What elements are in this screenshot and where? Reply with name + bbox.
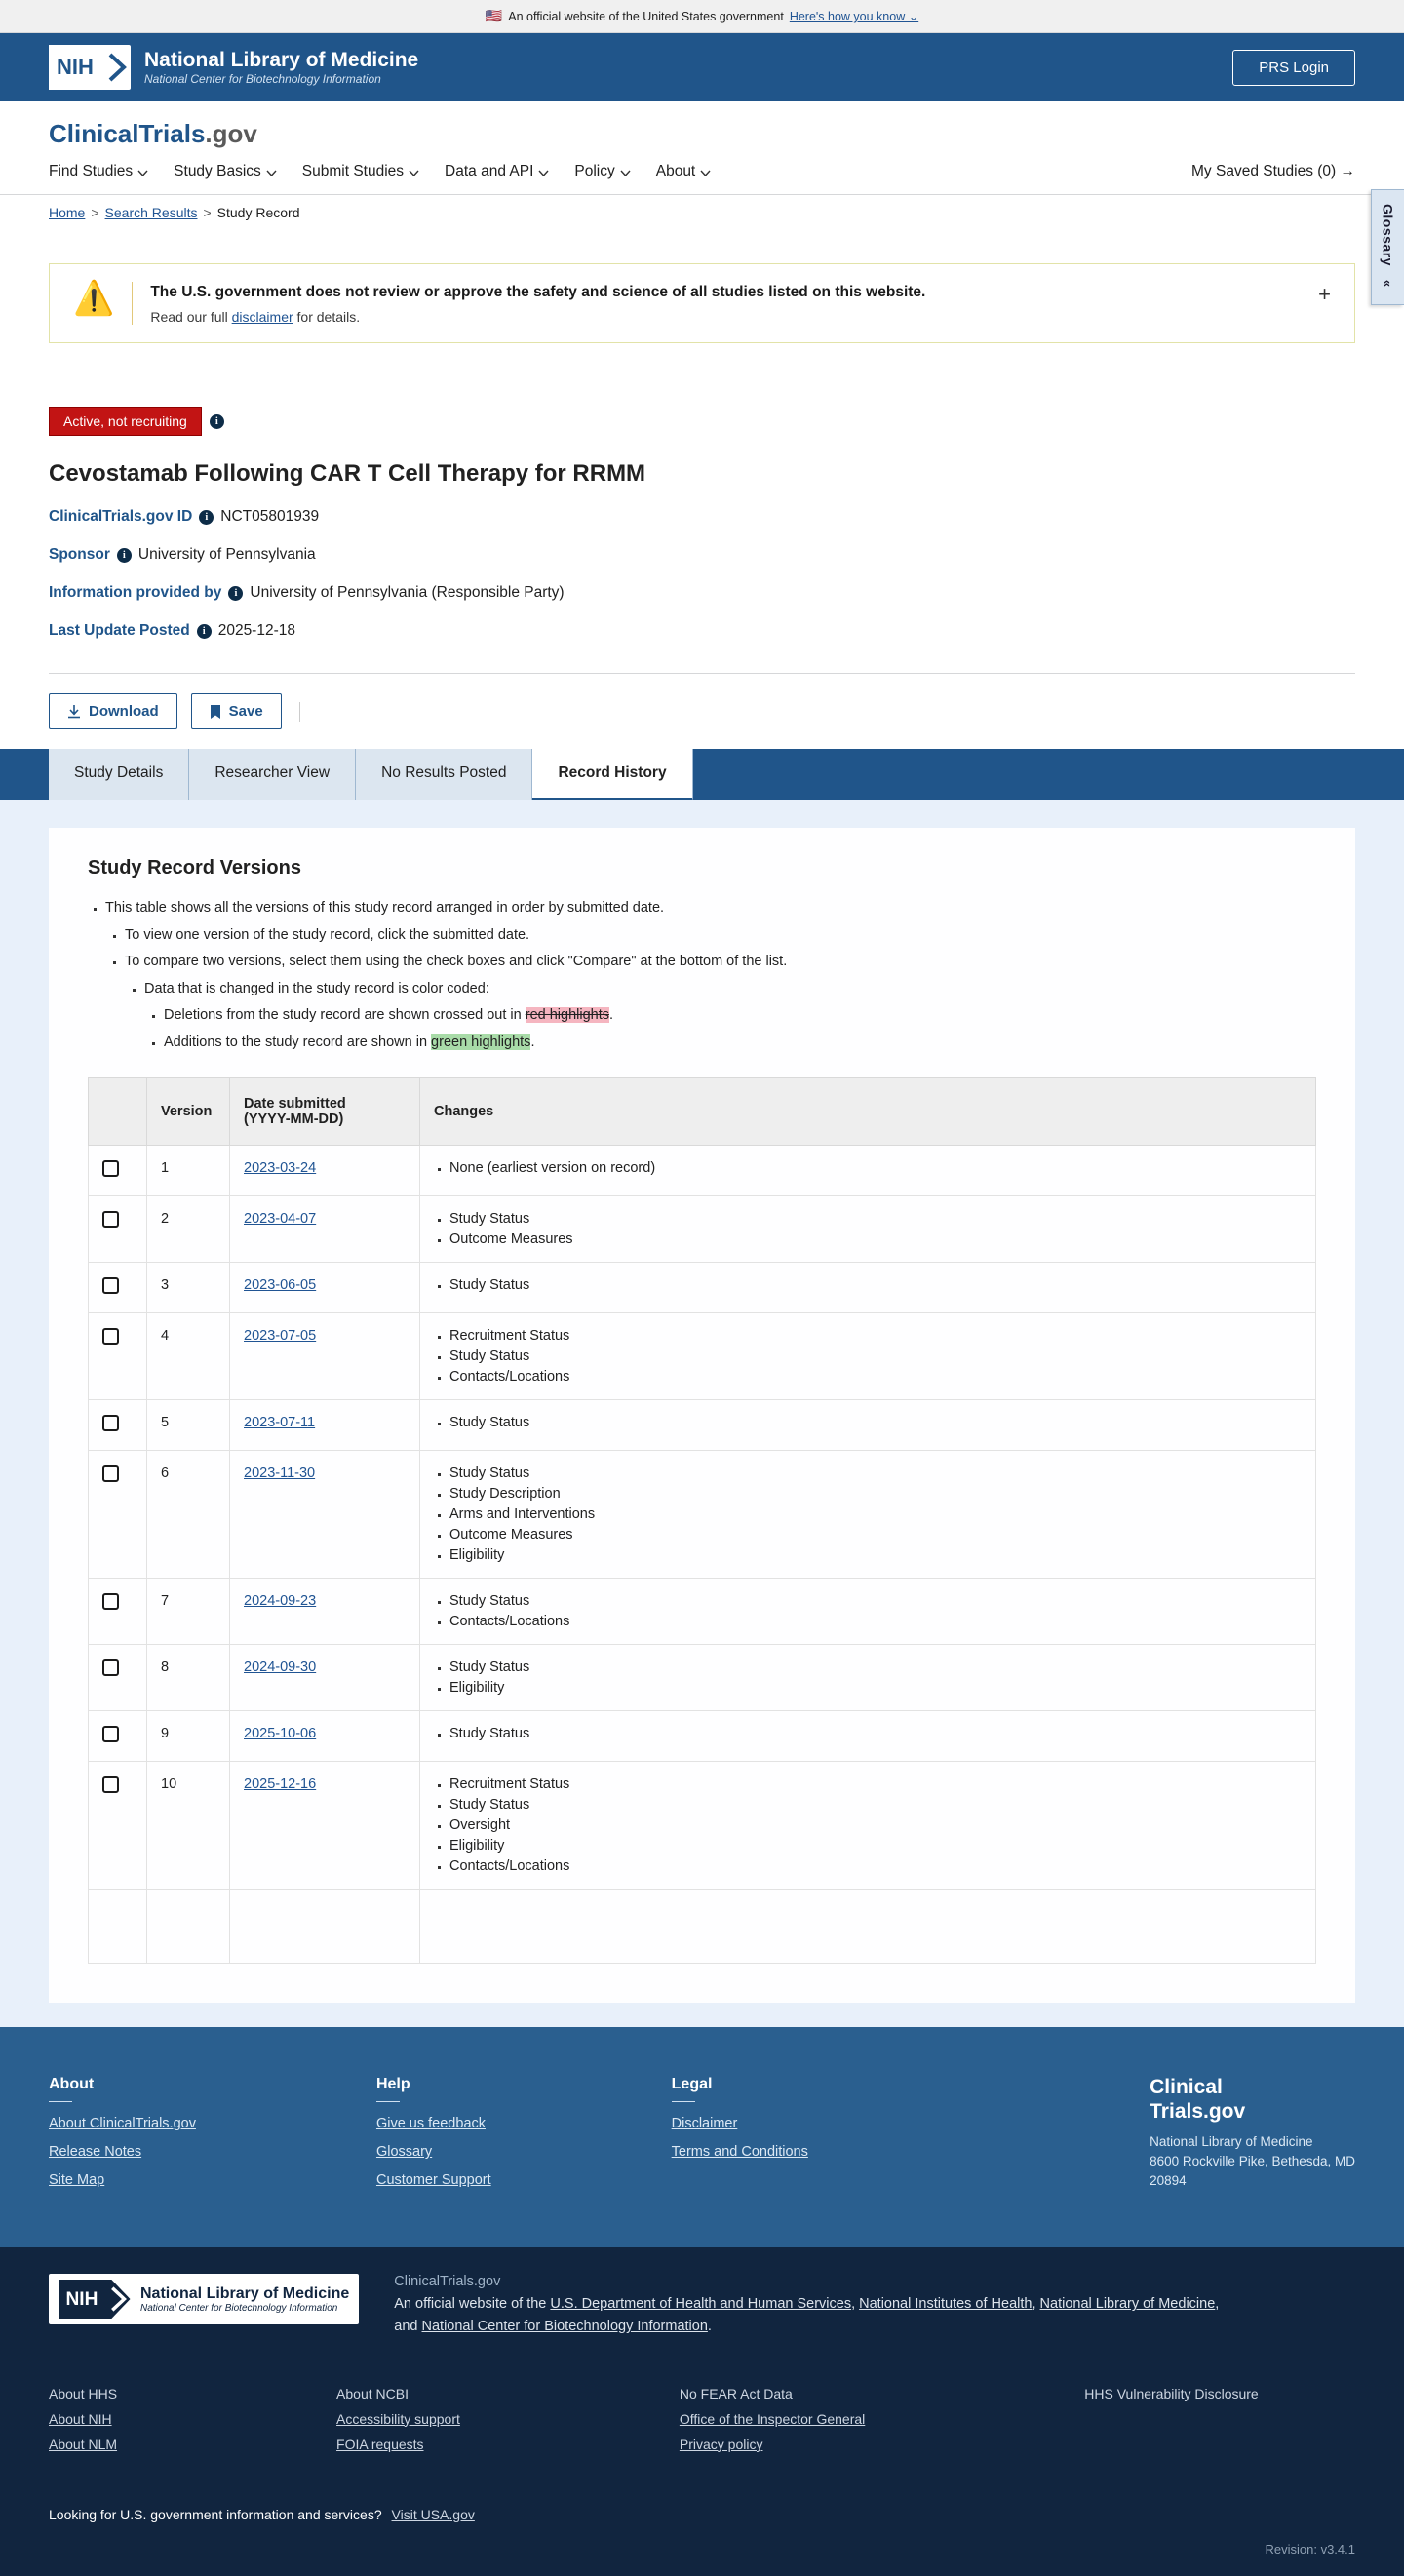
svg-text:NIH: NIH — [65, 2289, 98, 2310]
svg-text:NIH: NIH — [57, 55, 94, 79]
